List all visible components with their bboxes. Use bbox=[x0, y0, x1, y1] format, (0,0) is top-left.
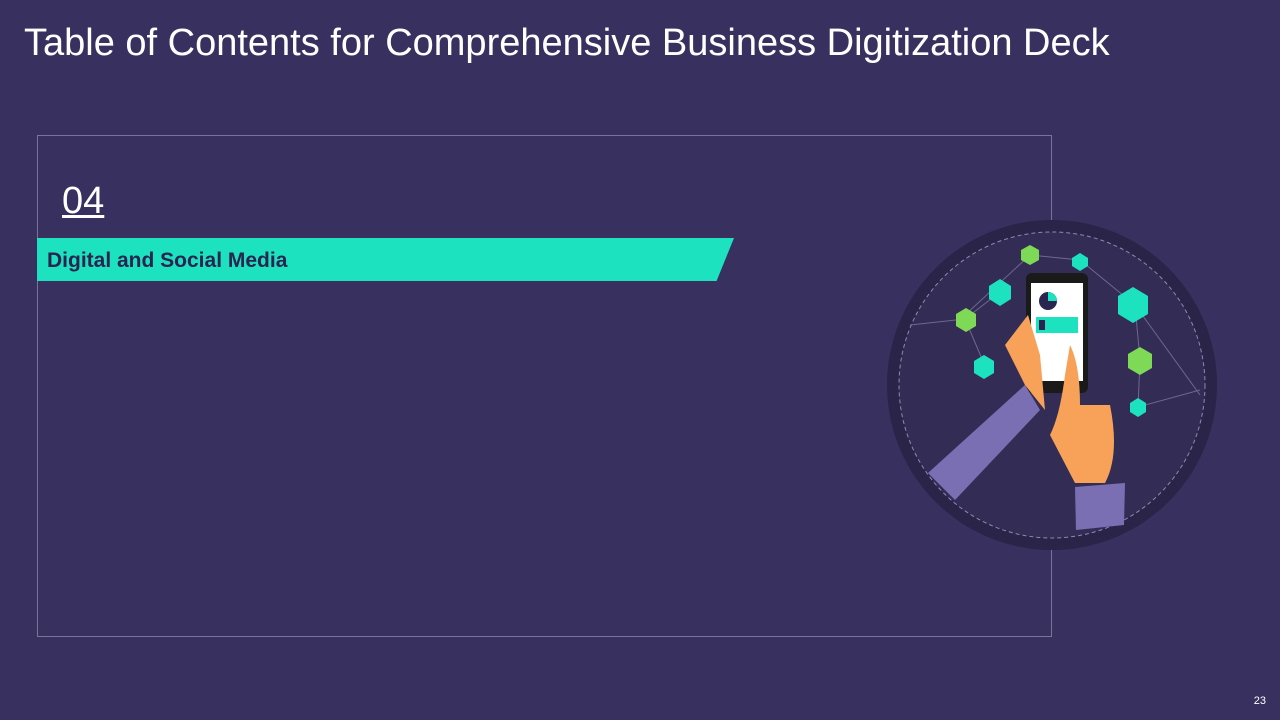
section-label: Digital and Social Media bbox=[47, 249, 288, 272]
section-number: 04 bbox=[62, 180, 105, 222]
section-band: Digital and Social Media bbox=[37, 238, 734, 281]
slide-title: Table of Contents for Comprehensive Busi… bbox=[24, 22, 1110, 64]
illustration bbox=[887, 220, 1217, 550]
page-number: 23 bbox=[1253, 695, 1266, 707]
